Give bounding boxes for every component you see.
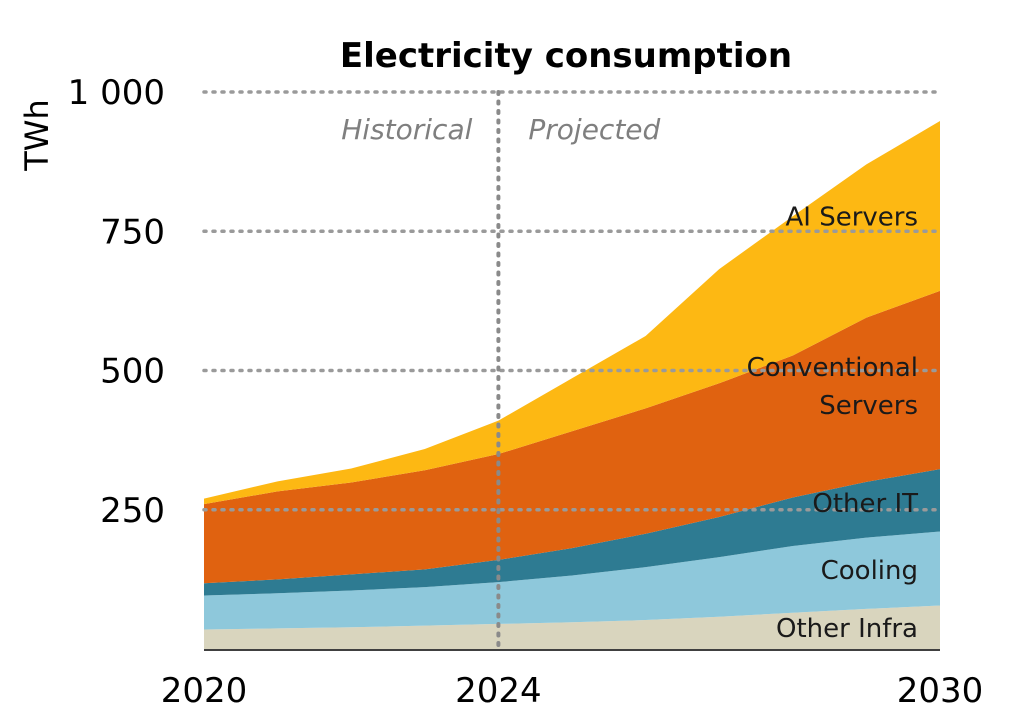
y-tick-labels: 250 500 750 1 000: [68, 73, 165, 531]
area-conventional-servers: [204, 290, 940, 584]
x-tick-2020: 2020: [161, 671, 248, 711]
area-other-infra: [204, 605, 940, 649]
x-tick-labels: 2020 2024 2030: [161, 671, 984, 711]
historical-label: Historical: [341, 113, 472, 146]
series-label-conventional-servers-line-1: Conventional: [747, 353, 918, 383]
series-label-other-infra: Other Infra: [776, 614, 918, 644]
y-axis-label: TWh: [18, 99, 56, 171]
area-ai-servers: [204, 120, 940, 505]
chart-title: Electricity consumption: [340, 36, 792, 76]
gridlines: [202, 90, 942, 512]
projected-label: Projected: [528, 113, 660, 146]
series-label-conventional-servers-line-2: Servers: [819, 391, 918, 421]
series-label-other-it: Other IT: [812, 489, 918, 519]
series-labels: Other Infra Cooling Other IT Conventional Se…: [747, 202, 918, 643]
area-cooling: [204, 531, 940, 630]
y-tick-250: 250: [100, 491, 165, 531]
y-tick-750: 750: [100, 212, 165, 252]
y-tick-1000: 1 000: [68, 73, 165, 113]
series-areas: [204, 120, 940, 649]
x-tick-2024: 2024: [455, 671, 542, 711]
series-label-ai-servers: AI Servers: [785, 202, 918, 232]
series-label-cooling: Cooling: [821, 556, 918, 586]
y-tick-500: 500: [100, 352, 165, 392]
x-tick-2030: 2030: [897, 671, 984, 711]
area-other-it: [204, 469, 940, 596]
